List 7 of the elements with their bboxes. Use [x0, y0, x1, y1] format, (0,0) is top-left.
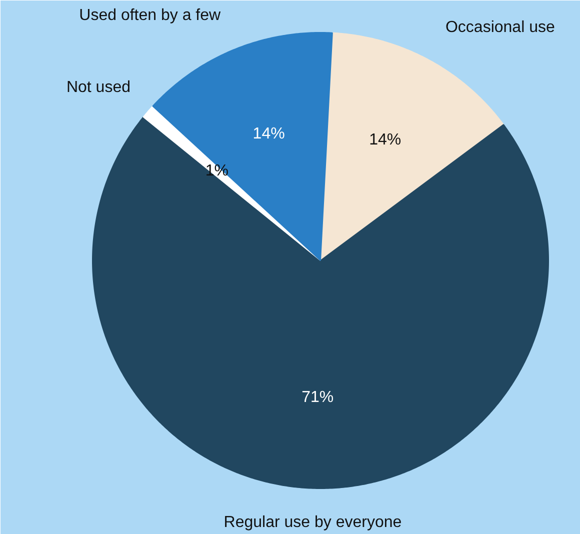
slice-label: Used often by a few — [79, 7, 222, 24]
slice-label: Not used — [66, 79, 131, 96]
data-label: 14% — [369, 131, 402, 148]
slice-label: Regular use by everyone — [224, 514, 402, 531]
slice-label: Occasional use — [445, 18, 555, 36]
data-label: 14% — [252, 125, 285, 142]
data-label: 71% — [302, 388, 334, 406]
